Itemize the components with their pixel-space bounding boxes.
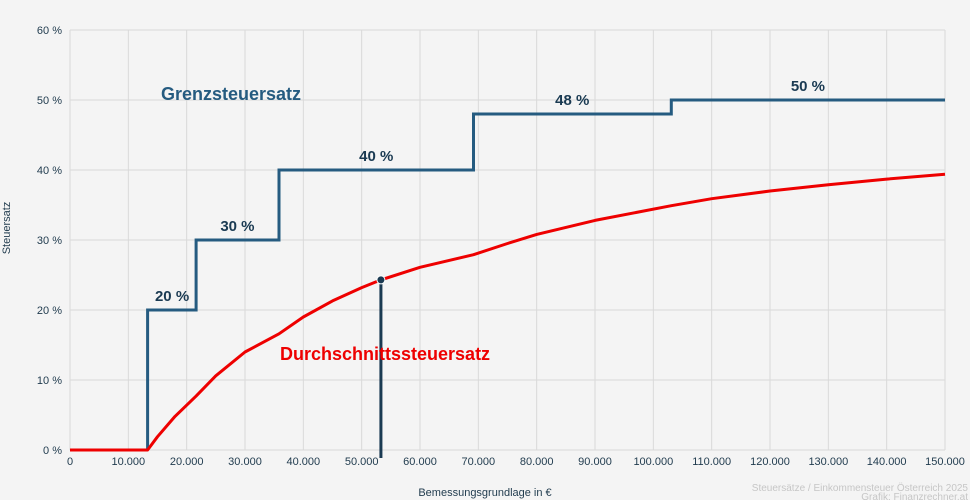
step-rate-label: 20 % bbox=[155, 288, 189, 305]
x-tick-label: 140.000 bbox=[867, 456, 907, 468]
step-rate-label: 48 % bbox=[555, 92, 589, 109]
x-tick-label: 30.000 bbox=[228, 456, 262, 468]
x-axis-ticks: 0 10.000 20.000 30.000 40.000 50.000 60.000 70.… bbox=[67, 456, 965, 468]
step-rate-label: 40 % bbox=[359, 148, 393, 165]
y-tick-label: 60 % bbox=[37, 25, 62, 37]
x-tick-label: 90.000 bbox=[578, 456, 612, 468]
y-tick-label: 20 % bbox=[37, 305, 62, 317]
x-tick-label: 50.000 bbox=[345, 456, 379, 468]
marker-point bbox=[376, 275, 386, 285]
y-tick-label: 0 % bbox=[43, 445, 62, 457]
x-tick-label: 110.000 bbox=[692, 456, 731, 468]
y-axis-ticks: 0 % 10 % 20 % 30 % 40 % 50 % 60 % bbox=[37, 25, 62, 457]
x-tick-label: 60.000 bbox=[403, 456, 437, 468]
y-axis-title: Steuersatz bbox=[1, 202, 13, 255]
x-tick-label: 10.000 bbox=[112, 456, 146, 468]
step-rate-label: 50 % bbox=[791, 78, 825, 95]
x-tick-label: 70.000 bbox=[462, 456, 496, 468]
x-axis-title: Bemessungsgrundlage in € bbox=[418, 487, 551, 499]
step-rate-label: 30 % bbox=[220, 218, 254, 235]
credit-graphic: Grafik: Finanzrechner.at bbox=[861, 492, 968, 500]
x-tick-label: 40.000 bbox=[287, 456, 321, 468]
grenzsteuersatz-line bbox=[146, 98, 945, 450]
durchschnittssteuersatz-line bbox=[70, 172, 946, 452]
x-tick-label: 150.000 bbox=[925, 456, 965, 468]
y-tick-label: 30 % bbox=[37, 235, 62, 247]
x-tick-label: 20.000 bbox=[170, 456, 204, 468]
x-tick-label: 0 bbox=[67, 456, 73, 468]
step-rate-labels: 20 % 30 % 40 % 48 % 50 % bbox=[155, 78, 825, 305]
x-tick-label: 100.000 bbox=[633, 456, 673, 468]
x-tick-label: 130.000 bbox=[808, 456, 848, 468]
y-tick-label: 50 % bbox=[37, 95, 62, 107]
y-tick-label: 40 % bbox=[37, 165, 62, 177]
grenzsteuersatz-title: Grenzsteuersatz bbox=[161, 84, 301, 104]
y-tick-label: 10 % bbox=[37, 375, 62, 387]
credit-source: Steuersätze / Einkommensteuer Österreich… bbox=[752, 482, 969, 494]
x-tick-label: 120.000 bbox=[750, 456, 790, 468]
durchschnittssteuersatz-title: Durchschnittssteuersatz bbox=[280, 344, 490, 364]
x-tick-label: 80.000 bbox=[520, 456, 554, 468]
